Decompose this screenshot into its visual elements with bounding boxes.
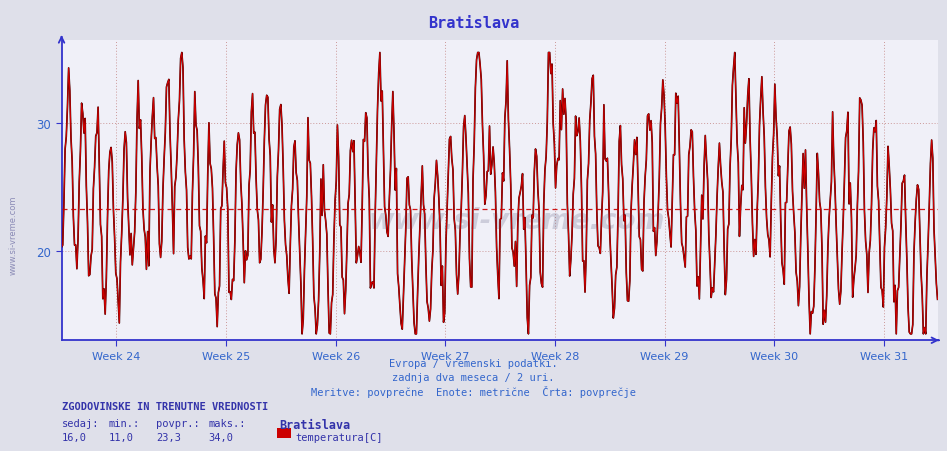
Text: temperatura[C]: temperatura[C] [295, 432, 383, 442]
Text: 23,3: 23,3 [156, 432, 181, 442]
Text: Evropa / vremenski podatki.: Evropa / vremenski podatki. [389, 359, 558, 368]
Text: 16,0: 16,0 [62, 432, 86, 442]
Text: povpr.:: povpr.: [156, 419, 200, 428]
Text: Meritve: povprečne  Enote: metrične  Črta: povprečje: Meritve: povprečne Enote: metrične Črta:… [311, 386, 636, 398]
Text: min.:: min.: [109, 419, 140, 428]
Text: maks.:: maks.: [208, 419, 246, 428]
Text: 11,0: 11,0 [109, 432, 134, 442]
Text: www.si-vreme.com: www.si-vreme.com [368, 207, 665, 235]
Text: zadnja dva meseca / 2 uri.: zadnja dva meseca / 2 uri. [392, 372, 555, 382]
Text: www.si-vreme.com: www.si-vreme.com [9, 195, 18, 274]
Text: Bratislava: Bratislava [279, 419, 350, 432]
Text: ZGODOVINSKE IN TRENUTNE VREDNOSTI: ZGODOVINSKE IN TRENUTNE VREDNOSTI [62, 401, 268, 411]
Text: 34,0: 34,0 [208, 432, 233, 442]
Text: Bratislava: Bratislava [428, 16, 519, 31]
Text: sedaj:: sedaj: [62, 419, 99, 428]
